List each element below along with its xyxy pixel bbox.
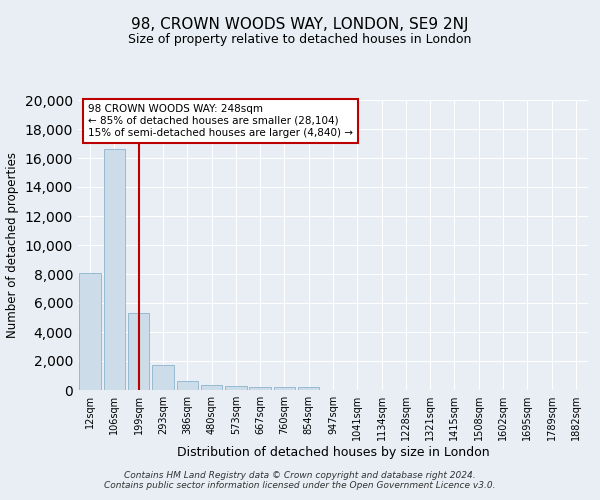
Text: Contains HM Land Registry data © Crown copyright and database right 2024.
Contai: Contains HM Land Registry data © Crown c… xyxy=(104,470,496,490)
Bar xyxy=(176,380,198,390)
Bar xyxy=(152,364,173,390)
Bar xyxy=(104,150,125,390)
Bar xyxy=(298,388,319,390)
Bar xyxy=(79,272,101,390)
X-axis label: Distribution of detached houses by size in London: Distribution of detached houses by size … xyxy=(176,446,490,459)
Bar xyxy=(201,385,222,390)
Bar xyxy=(250,386,271,390)
Bar xyxy=(225,386,247,390)
Text: 98 CROWN WOODS WAY: 248sqm
← 85% of detached houses are smaller (28,104)
15% of : 98 CROWN WOODS WAY: 248sqm ← 85% of deta… xyxy=(88,104,353,138)
Y-axis label: Number of detached properties: Number of detached properties xyxy=(6,152,19,338)
Bar xyxy=(128,313,149,390)
Text: Size of property relative to detached houses in London: Size of property relative to detached ho… xyxy=(128,32,472,46)
Bar xyxy=(274,387,295,390)
Text: 98, CROWN WOODS WAY, LONDON, SE9 2NJ: 98, CROWN WOODS WAY, LONDON, SE9 2NJ xyxy=(131,18,469,32)
